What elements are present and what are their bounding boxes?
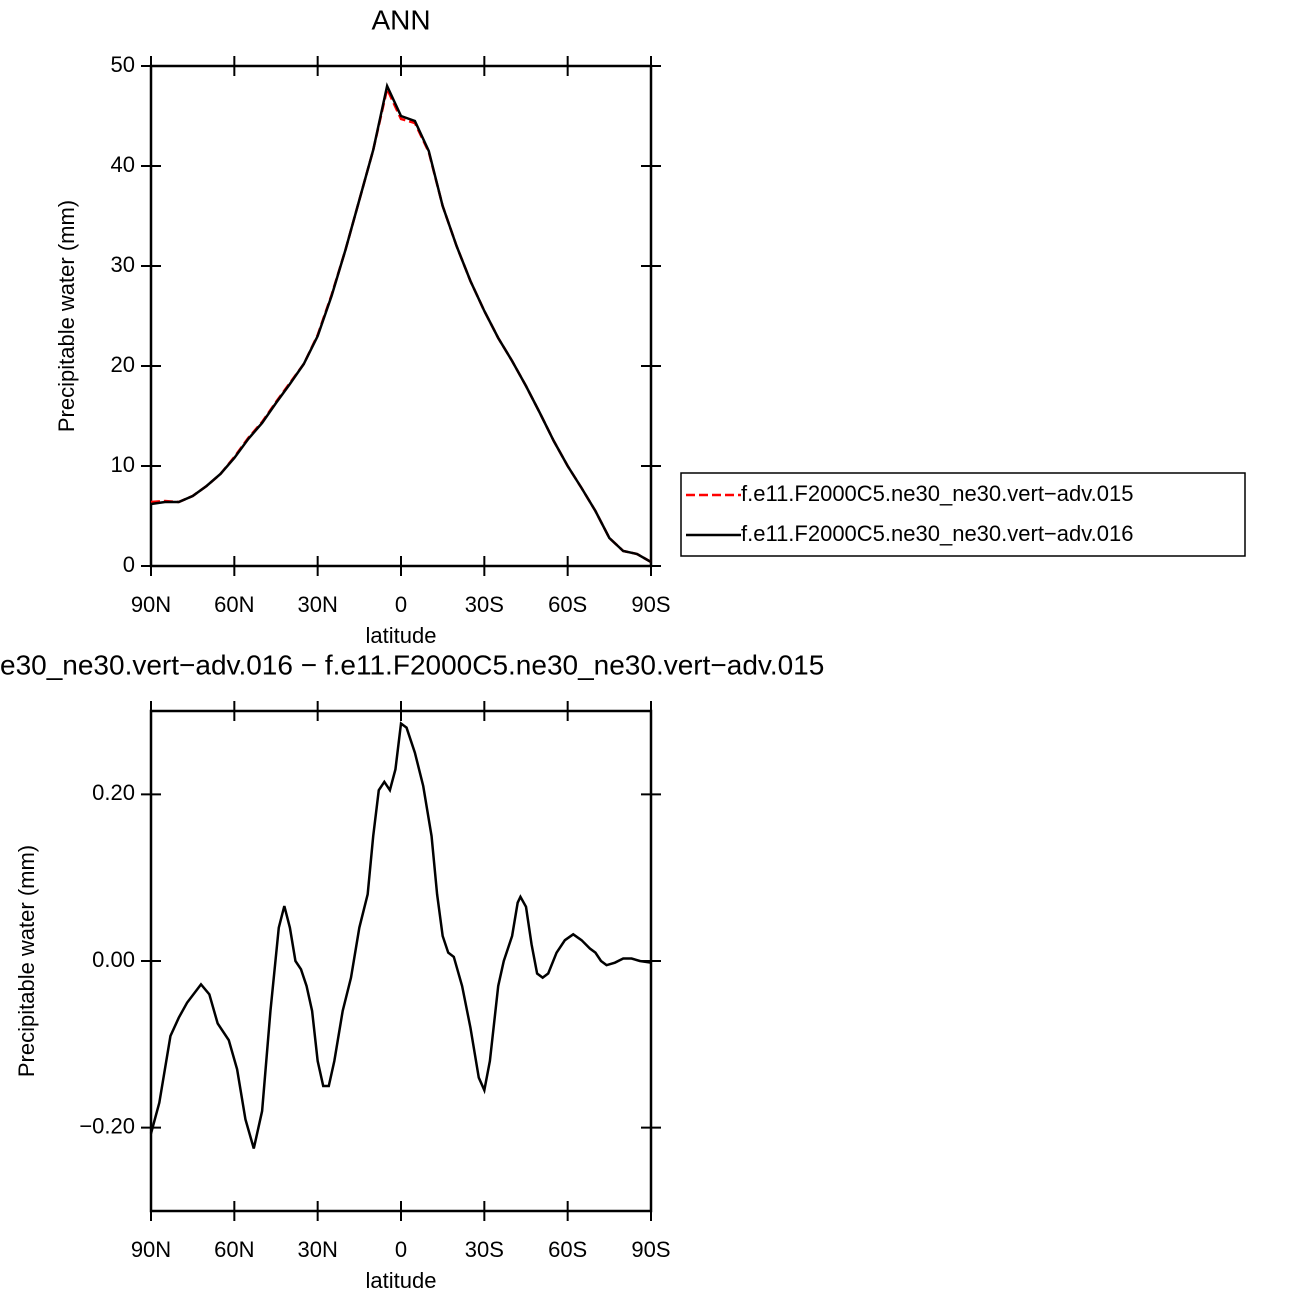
x-tick-label: 60S (548, 592, 587, 617)
series-line (149, 721, 652, 1149)
x-tick-label: 90N (131, 592, 171, 617)
x-tick-label: 0 (395, 1237, 407, 1262)
x-tick-label: 60N (214, 592, 254, 617)
y-tick-label: 10 (111, 452, 135, 477)
x-tick-label: 30N (297, 1237, 337, 1262)
x-tick-label: 90S (631, 592, 670, 617)
legend-box (680, 472, 1246, 557)
y-tick-label: 0.00 (92, 947, 135, 972)
chart-title: e30_ne30.vert−adv.016 − f.e11.F2000C5.ne… (0, 649, 824, 680)
x-tick-label: 30N (297, 592, 337, 617)
series-line (150, 82, 652, 564)
x-tick-label: 30S (465, 1237, 504, 1262)
x-tick-label: 90S (631, 1237, 670, 1262)
y-tick-label: 50 (111, 52, 135, 77)
plot-frame (149, 64, 653, 568)
y-tick-label: 30 (111, 252, 135, 277)
y-axis-label: Precipitable water (mm) (54, 200, 79, 432)
y-tick-label: −0.20 (79, 1113, 135, 1138)
y-tick-label: 0.20 (92, 780, 135, 805)
legend-label: f.e11.F2000C5.ne30_ne30.vert−adv.016 (741, 521, 1133, 546)
chart-title: ANN (371, 4, 430, 35)
y-tick-label: 40 (111, 152, 135, 177)
legend-label: f.e11.F2000C5.ne30_ne30.vert−adv.015 (741, 481, 1133, 506)
x-tick-label: 60N (214, 1237, 254, 1262)
y-tick-label: 0 (123, 552, 135, 577)
x-tick-label: 0 (395, 592, 407, 617)
y-axis-label: Precipitable water (mm) (14, 845, 39, 1077)
plot-frame (149, 709, 653, 1213)
x-tick-label: 60S (548, 1237, 587, 1262)
x-axis-label: latitude (366, 623, 437, 648)
series-line (150, 85, 652, 564)
x-axis-label: latitude (366, 1268, 437, 1293)
y-tick-label: 20 (111, 352, 135, 377)
x-tick-label: 30S (465, 592, 504, 617)
x-tick-label: 90N (131, 1237, 171, 1262)
